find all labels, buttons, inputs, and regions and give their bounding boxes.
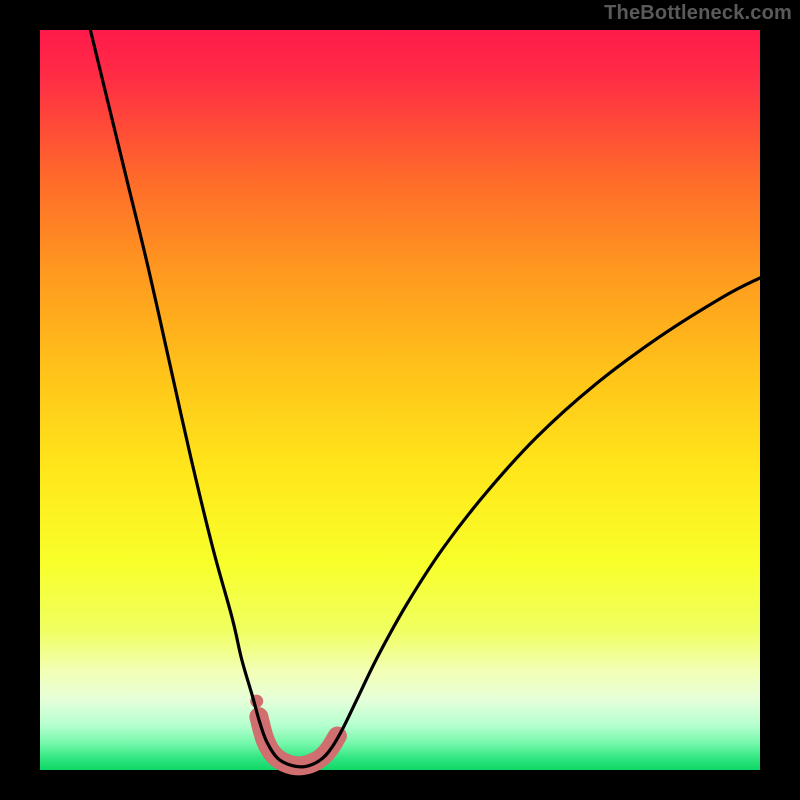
chart-stage: TheBottleneck.com	[0, 0, 800, 800]
plot-background	[40, 30, 760, 770]
bottleneck-chart	[0, 0, 800, 800]
